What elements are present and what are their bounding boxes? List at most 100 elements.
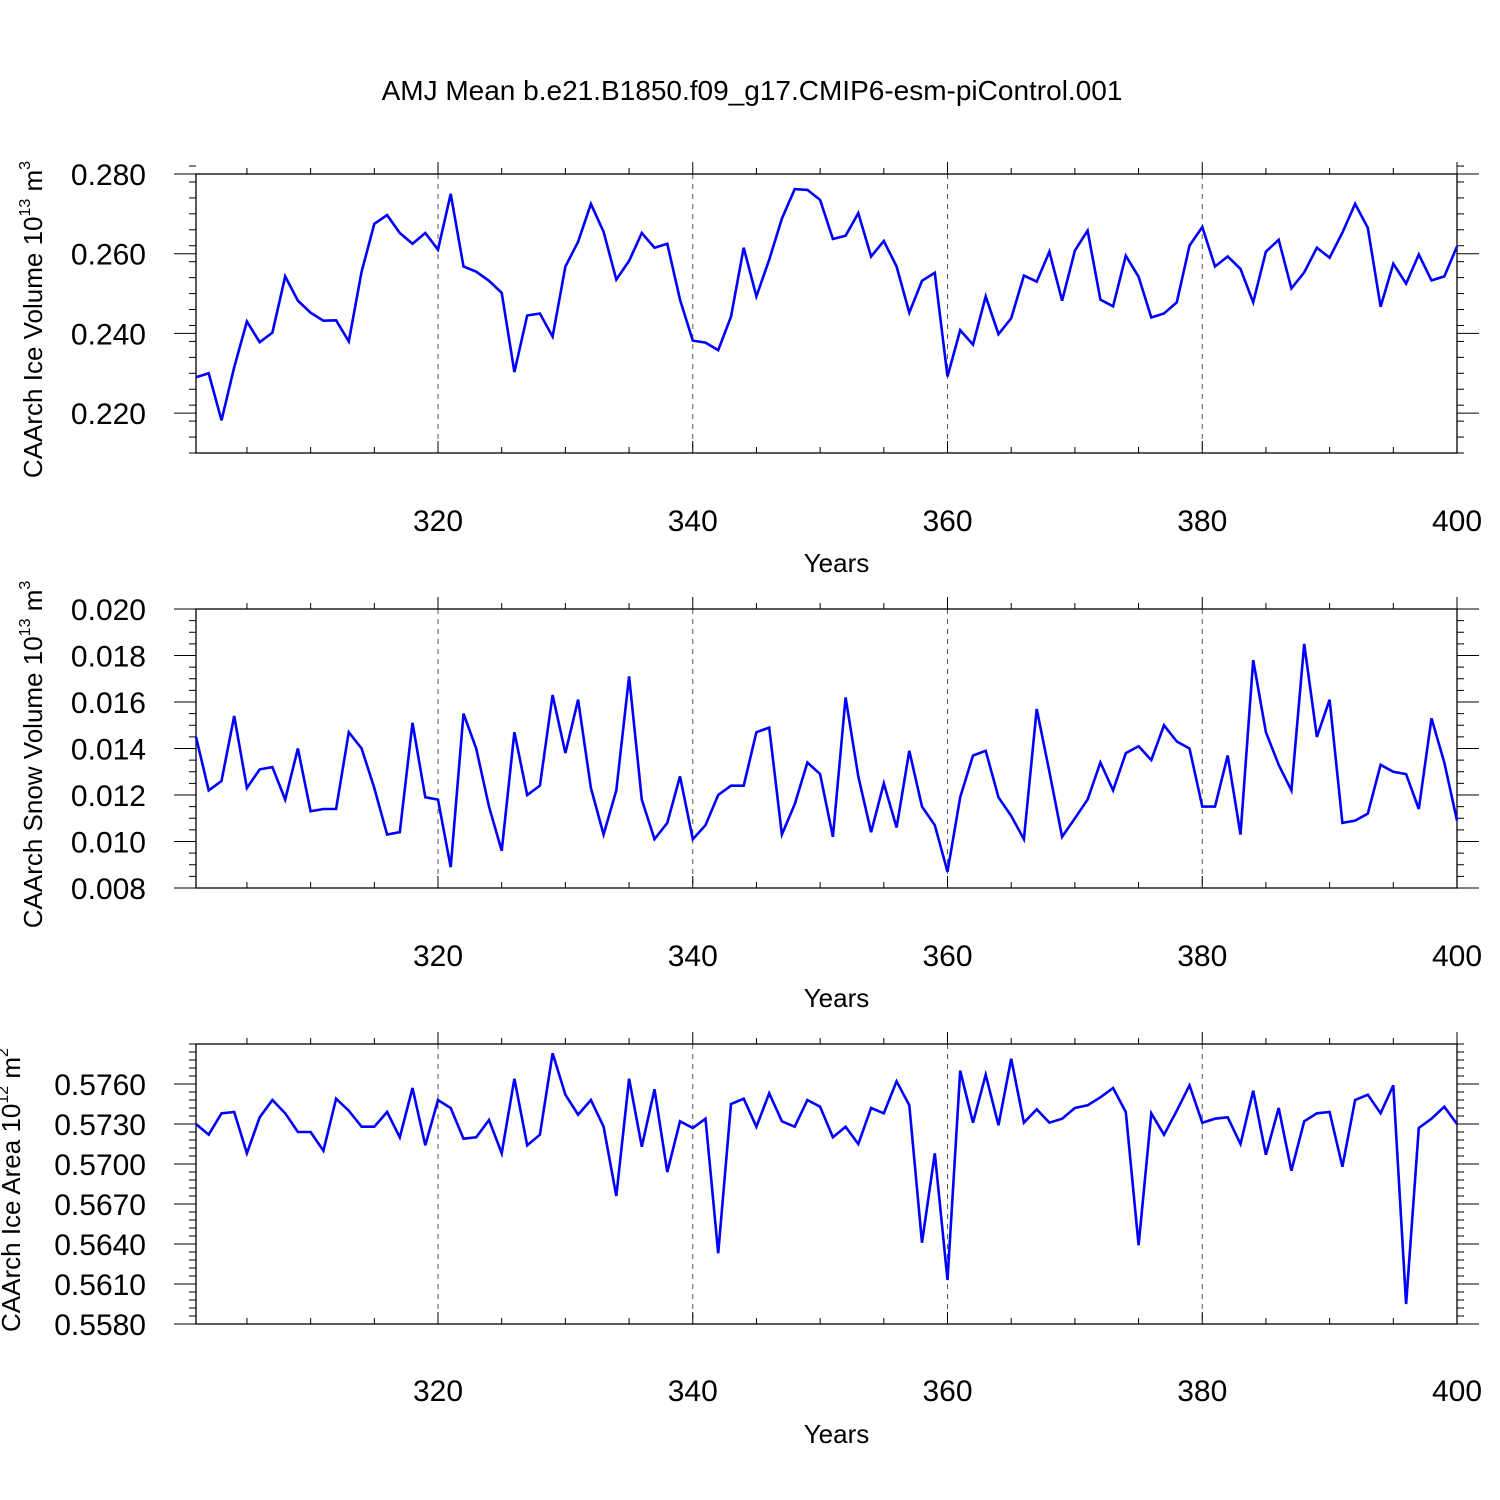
- data-point: [819, 199, 821, 201]
- data-point: [666, 822, 668, 824]
- data-point: [195, 1123, 197, 1125]
- data-point: [908, 312, 910, 314]
- data-point: [1239, 1143, 1241, 1145]
- data-point: [1443, 761, 1445, 763]
- data-point: [500, 1152, 502, 1154]
- data-point: [271, 766, 273, 768]
- data-point: [934, 272, 936, 274]
- data-point: [1188, 747, 1190, 749]
- data-point: [730, 315, 732, 317]
- data-point: [233, 366, 235, 368]
- plot-frame: [195, 173, 1458, 454]
- data-point: [399, 232, 401, 234]
- data-point: [220, 419, 222, 421]
- data-point: [1430, 279, 1432, 281]
- data-point: [462, 265, 464, 267]
- data-point: [1201, 805, 1203, 807]
- figure-title: AMJ Mean b.e21.B1850.f09_g17.CMIP6-esm-p…: [382, 75, 1123, 106]
- data-point: [488, 280, 490, 282]
- data-point: [551, 1052, 553, 1054]
- data-point: [679, 298, 681, 300]
- data-point: [743, 1097, 745, 1099]
- data-point: [959, 796, 961, 798]
- data-point: [1354, 1099, 1356, 1101]
- data-point: [424, 232, 426, 234]
- data-point: [628, 675, 630, 677]
- y-tick-label: 0.016: [71, 687, 146, 720]
- data-point: [717, 1252, 719, 1254]
- panels: 320 340 360 380 400 0.220 0.240 0.260 0.280 Years…: [0, 159, 1482, 1449]
- data-point: [704, 1117, 706, 1119]
- data-point: [1099, 1096, 1101, 1098]
- plot-frame: [195, 1043, 1458, 1325]
- data-point: [450, 1107, 452, 1109]
- data-point: [628, 260, 630, 262]
- data-point: [297, 1131, 299, 1133]
- data-point: [717, 794, 719, 796]
- data-point: [819, 773, 821, 775]
- data-point: [895, 826, 897, 828]
- data-point: [615, 1195, 617, 1197]
- data-point: [908, 750, 910, 752]
- data-point: [832, 1136, 834, 1138]
- data-point: [1456, 245, 1458, 247]
- data-point: [1379, 1112, 1381, 1114]
- data-point: [1150, 316, 1152, 318]
- data-point: [641, 798, 643, 800]
- data-point: [386, 833, 388, 835]
- data-point: [1048, 771, 1050, 773]
- data-point: [602, 231, 604, 233]
- data-point: [1392, 1084, 1394, 1086]
- data-point: [297, 300, 299, 302]
- data-point: [946, 1279, 948, 1281]
- y-axis-label-exponent: 13: [17, 618, 34, 636]
- data-point: [870, 831, 872, 833]
- y-tick-label: 0.018: [71, 641, 146, 674]
- data-point: [1061, 1117, 1063, 1119]
- data-point: [653, 838, 655, 840]
- x-axis-label: Years: [804, 983, 870, 1013]
- data-point: [1290, 287, 1292, 289]
- data-point: [411, 1087, 413, 1089]
- data-point: [972, 1121, 974, 1123]
- data-point: [208, 372, 210, 374]
- data-point: [1227, 1116, 1229, 1118]
- y-tick-label: 0.5610: [54, 1269, 146, 1302]
- data-point: [1125, 752, 1127, 754]
- data-point: [220, 780, 222, 782]
- data-point: [1176, 1109, 1178, 1111]
- x-tick-label: 320: [413, 505, 463, 538]
- y-axis-label-unit-exponent: 3: [17, 161, 34, 170]
- data-point: [1201, 226, 1203, 228]
- y-tick-label: 0.014: [71, 734, 146, 767]
- data-point: [258, 1116, 260, 1118]
- x-tick-label: 400: [1432, 940, 1482, 973]
- data-point: [539, 312, 541, 314]
- x-tick-label: 400: [1432, 505, 1482, 538]
- data-point: [1048, 251, 1050, 253]
- series-line: [194, 643, 1459, 873]
- data-point: [1214, 1117, 1216, 1119]
- data-point: [959, 329, 961, 331]
- data-point: [1227, 754, 1229, 756]
- y-axis-label-text: CAArch Ice Volume 10: [18, 217, 48, 479]
- data-point: [1379, 306, 1381, 308]
- data-point: [1418, 808, 1420, 810]
- data-point: [1303, 1120, 1305, 1122]
- data-point: [539, 785, 541, 787]
- data-point: [488, 805, 490, 807]
- data-point: [1277, 1107, 1279, 1109]
- data-point: [475, 747, 477, 749]
- data-point: [679, 1120, 681, 1122]
- x-tick-label: 380: [1177, 940, 1227, 973]
- data-point: [513, 371, 515, 373]
- data-point: [743, 785, 745, 787]
- data-point: [1010, 317, 1012, 319]
- data-point: [921, 280, 923, 282]
- x-tick-label: 380: [1177, 505, 1227, 538]
- data-point: [577, 1113, 579, 1115]
- data-point: [972, 754, 974, 756]
- data-point: [437, 249, 439, 251]
- data-point: [462, 712, 464, 714]
